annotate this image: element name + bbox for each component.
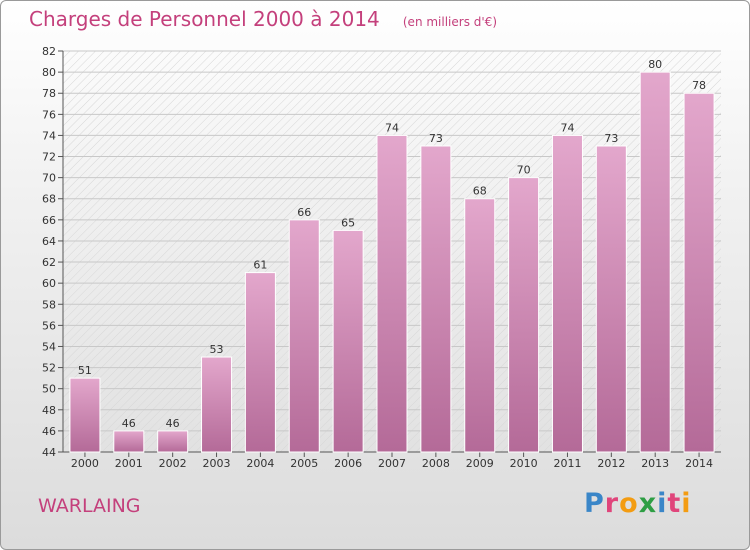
commune-name: WARLAING [38,495,141,517]
bar-2003 [201,356,233,453]
y-tick-label: 52 [42,362,56,375]
x-tick-label-2009: 2009 [466,457,494,470]
x-tick-label-2008: 2008 [422,457,450,470]
bar-2013 [639,71,671,453]
logo-letter: x [638,488,658,519]
x-tick-label-2001: 2001 [115,457,143,470]
y-tick-label: 64 [42,235,56,248]
y-tick-label: 60 [42,277,56,290]
x-tick-label-2010: 2010 [510,457,538,470]
y-tick-label: 78 [42,87,56,100]
bar-2000 [69,377,101,453]
y-tick-label: 82 [42,45,56,58]
x-tick-label-2006: 2006 [334,457,362,470]
logo-letter: P [584,488,605,519]
bar-2011 [551,134,583,453]
x-tick-label-2004: 2004 [246,457,274,470]
bars [69,71,715,453]
bar-2014 [683,92,715,453]
logo-letter: i [657,488,668,519]
value-label-2007: 74 [385,121,399,134]
value-label-2000: 51 [78,364,92,377]
bar-2010 [508,177,540,453]
x-tick-label-2000: 2000 [71,457,99,470]
y-tick-label: 62 [42,256,56,269]
y-tick-label: 76 [42,108,56,121]
value-label-2011: 74 [560,121,574,134]
value-label-2003: 53 [210,343,224,356]
value-label-2012: 73 [604,132,618,145]
y-tick-label: 58 [42,298,56,311]
value-label-2004: 61 [253,259,267,272]
x-tick-label-2013: 2013 [641,457,669,470]
chart-subtitle: (en milliers d'€) [402,15,497,29]
y-tick-label: 50 [42,383,56,396]
bar-2006 [332,229,364,453]
value-label-2008: 73 [429,132,443,145]
y-tick-label: 54 [42,340,56,353]
logo-letter: t [667,488,682,519]
value-label-2013: 80 [648,58,662,71]
x-tick-label-2011: 2011 [553,457,581,470]
y-tick-label: 80 [42,66,56,79]
y-tick-label: 68 [42,193,56,206]
value-label-2010: 70 [517,164,531,177]
x-tick-label-2007: 2007 [378,457,406,470]
value-label-2014: 78 [692,79,706,92]
proxiti-logo: Proxiti [584,488,692,519]
chart-title: Charges de Personnel 2000 à 2014 [29,7,380,31]
x-tick-label-2014: 2014 [685,457,713,470]
y-tick-label: 44 [42,446,56,459]
y-tick-label: 70 [42,172,56,185]
logo-letter: i [681,488,692,519]
y-tick-label: 56 [42,319,56,332]
bar-2007 [376,134,408,453]
x-tick-label-2012: 2012 [597,457,625,470]
x-tick-label-2002: 2002 [159,457,187,470]
value-label-2009: 68 [473,185,487,198]
value-label-2005: 66 [297,206,311,219]
y-tick-label: 72 [42,151,56,164]
bar-2004 [244,272,276,453]
y-tick-label: 48 [42,404,56,417]
bar-2002 [157,430,189,453]
bar-2001 [113,430,145,453]
x-tick-label-2003: 2003 [203,457,231,470]
y-tick-label: 66 [42,214,56,227]
logo-letter: o [619,488,639,519]
title-row: Charges de Personnel 2000 à 2014 (en mil… [29,7,497,31]
bar-2012 [595,145,627,453]
value-label-2006: 65 [341,216,355,229]
bar-2005 [288,219,320,453]
y-tick-label: 74 [42,129,56,142]
x-tick-label-2005: 2005 [290,457,318,470]
y-tick-label: 46 [42,425,56,438]
bar-2009 [464,198,496,453]
labels: 44 46 48 50 52 54 56 58 60 62 64 66 68 70 72 74 76 78 80 82… [42,45,713,470]
value-label-2001: 46 [122,417,136,430]
logo-letter: r [604,488,620,519]
value-label-2002: 46 [166,417,180,430]
bar-2008 [420,145,452,453]
